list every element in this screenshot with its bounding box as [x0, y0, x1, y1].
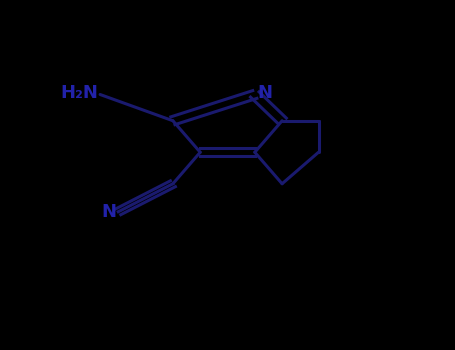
Text: N: N	[257, 84, 272, 102]
Text: N: N	[101, 203, 116, 221]
Text: H₂N: H₂N	[60, 84, 98, 102]
